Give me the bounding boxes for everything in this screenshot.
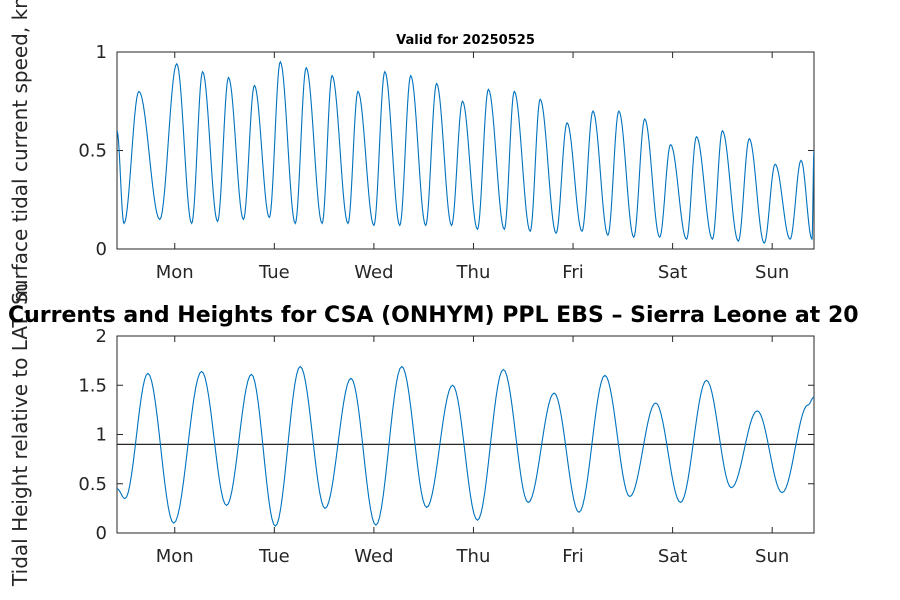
series-line bbox=[117, 365, 814, 527]
y-tick-label: 1.5 bbox=[78, 375, 107, 396]
x-tick-label: Tue bbox=[258, 262, 290, 283]
y-tick-label: 1 bbox=[96, 42, 107, 63]
y-axis-label: Tidal Height relative to LAT, m bbox=[8, 283, 32, 587]
x-tick-label: Wed bbox=[354, 546, 393, 567]
x-tick-label: Sun bbox=[755, 546, 789, 567]
x-tick-label: Thu bbox=[456, 546, 491, 567]
x-tick-label: Thu bbox=[456, 262, 491, 283]
series-line bbox=[117, 60, 814, 244]
y-tick-label: 0.5 bbox=[78, 141, 107, 162]
panel-title: Valid for 20250525 bbox=[396, 33, 535, 48]
x-tick-label: Fri bbox=[562, 262, 583, 283]
plot-area bbox=[116, 335, 815, 534]
panel-2: 0 0.5 1 1.5 2 Mon Tue Wed Thu Fri Sat Sun Tidal Heig… bbox=[8, 283, 815, 587]
x-tick-label: Sat bbox=[658, 546, 688, 567]
panel-1: 0 0.5 1 Mon Tue Wed Thu Fri Sat Sun Valid for 2025… bbox=[8, 0, 815, 305]
x-tick-label: Wed bbox=[354, 262, 393, 283]
y-tick-label: 0.5 bbox=[78, 474, 107, 495]
y-axis-label: Surface tidal current speed, kn bbox=[8, 0, 32, 305]
y-tick-label: 0 bbox=[96, 523, 107, 544]
y-tick-label: 2 bbox=[96, 326, 107, 347]
x-tick-label: Tue bbox=[258, 546, 290, 567]
main-title: Currents and Heights for CSA (ONHYM) PPL… bbox=[8, 303, 859, 328]
x-tick-label: Mon bbox=[156, 262, 194, 283]
plot-area bbox=[116, 51, 815, 250]
x-tick-label: Mon bbox=[156, 546, 194, 567]
x-tick-label: Sat bbox=[658, 262, 688, 283]
y-tick-label: 1 bbox=[96, 425, 107, 446]
x-tick-label: Fri bbox=[562, 546, 583, 567]
x-tick-label: Sun bbox=[755, 262, 789, 283]
y-tick-label: 0 bbox=[96, 239, 107, 260]
